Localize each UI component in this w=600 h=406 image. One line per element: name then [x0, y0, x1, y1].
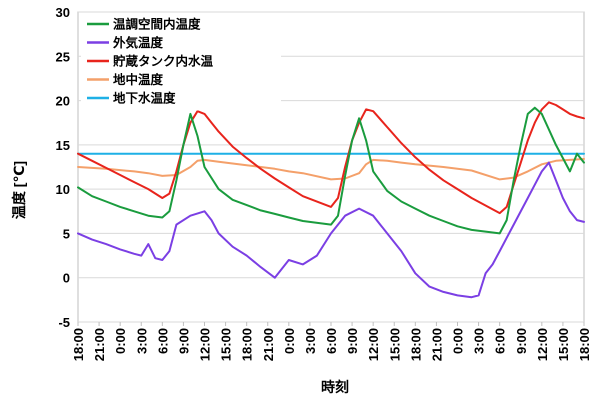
x-tick-label: 18:00	[408, 328, 423, 361]
series-line-1	[77, 161, 585, 299]
legend-label: 外気温度	[112, 35, 164, 50]
x-tick-label: 21:00	[429, 328, 444, 361]
y-axis-title: 温度 [℃]	[11, 161, 27, 219]
y-tick-label: 5	[63, 226, 70, 241]
x-tick-label: 3:00	[472, 328, 487, 354]
y-tick-label: 15	[56, 138, 70, 153]
x-tick-label: 6:00	[493, 328, 508, 354]
x-tick-label: 18:00	[577, 328, 592, 361]
x-axis-title: 時刻	[321, 379, 349, 395]
y-tick-label: 20	[56, 94, 70, 109]
x-tick-label: 12:00	[198, 328, 213, 361]
series-lines	[77, 101, 585, 299]
legend-label: 温調空間内温度	[113, 17, 201, 32]
y-tick-label: 10	[56, 182, 70, 197]
x-tick-label: 3:00	[134, 328, 149, 354]
x-tick-label: 0:00	[113, 328, 128, 354]
x-tick-label: 15:00	[556, 328, 571, 361]
x-tick-label: 18:00	[71, 328, 86, 361]
y-tick-label: -5	[58, 315, 70, 330]
x-tick-label: 15:00	[219, 328, 234, 361]
legend-label: 地中温度	[113, 72, 164, 87]
x-tick-label: 3:00	[303, 328, 318, 354]
y-tick-label: 25	[56, 49, 70, 64]
x-axis: 18:00 21:00 0:00 3:00 6:00 9:00 12:00 15:00 18:0…	[71, 322, 592, 361]
x-tick-label: 21:00	[92, 328, 107, 361]
x-tick-label: 12:00	[535, 328, 550, 361]
y-axis: -5 0 5 10 15 20 25 30	[56, 5, 70, 330]
legend-label: 貯蔵タンク内水温	[113, 54, 214, 69]
x-tick-label: 0:00	[451, 328, 466, 354]
x-tick-label: 9:00	[345, 328, 360, 354]
legend-label: 地下水温度	[113, 91, 176, 106]
x-tick-label: 15:00	[387, 328, 402, 361]
y-tick-label: 30	[56, 5, 70, 20]
x-tick-label: 6:00	[324, 328, 339, 354]
y-tick-label: 0	[63, 271, 70, 286]
x-tick-label: 9:00	[514, 328, 529, 354]
x-tick-label: 18:00	[240, 328, 255, 361]
x-tick-label: 21:00	[261, 328, 276, 361]
x-tick-label: 6:00	[155, 328, 170, 354]
series-line-3	[77, 158, 585, 181]
x-tick-label: 9:00	[176, 328, 191, 354]
x-tick-label: 12:00	[366, 328, 381, 361]
x-tick-label: 0:00	[282, 328, 297, 354]
legend-background	[81, 14, 281, 111]
series-line-0	[77, 106, 585, 235]
